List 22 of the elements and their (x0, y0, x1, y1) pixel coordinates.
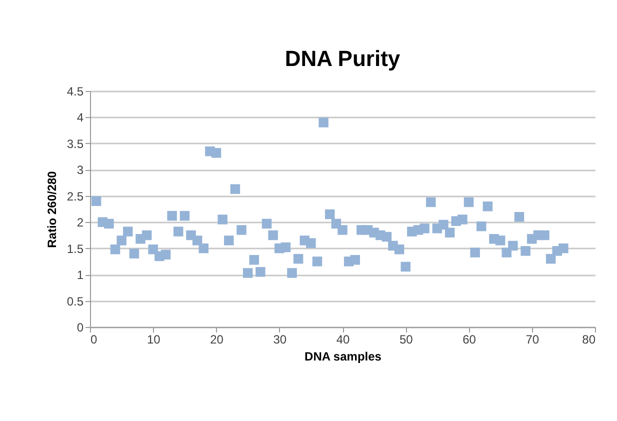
x-tick-label: 80 (582, 332, 596, 346)
y-tick-label: 0.5 (66, 294, 84, 308)
x-tick-label: 20 (210, 332, 224, 346)
y-tick-label: 2 (76, 216, 84, 230)
y-tick-label: 1 (76, 268, 84, 282)
x-axis-title: DNA samples (304, 350, 382, 364)
x-tick-label: 50 (399, 332, 414, 346)
y-tick-label: 3.5 (66, 136, 84, 151)
x-tick-label: 60 (462, 332, 476, 346)
y-tick-label: 4 (76, 110, 84, 125)
chart-title: DNA Purity (284, 46, 401, 71)
y-tick-label: 4.5 (66, 84, 84, 98)
x-tick-label: 0 (90, 332, 98, 346)
y-tick-label: 2.5 (66, 189, 84, 204)
y-axis-title: Ratio 260/280 (44, 170, 59, 248)
x-tick-label: 30 (273, 332, 287, 346)
x-tick-label: 40 (336, 332, 350, 346)
y-tick-label: 0 (76, 320, 84, 334)
y-tick-label: 3 (76, 163, 84, 178)
x-tick-label: 70 (526, 332, 540, 346)
y-tick-label: 1.5 (66, 242, 84, 256)
x-tick-label: 10 (146, 332, 161, 346)
